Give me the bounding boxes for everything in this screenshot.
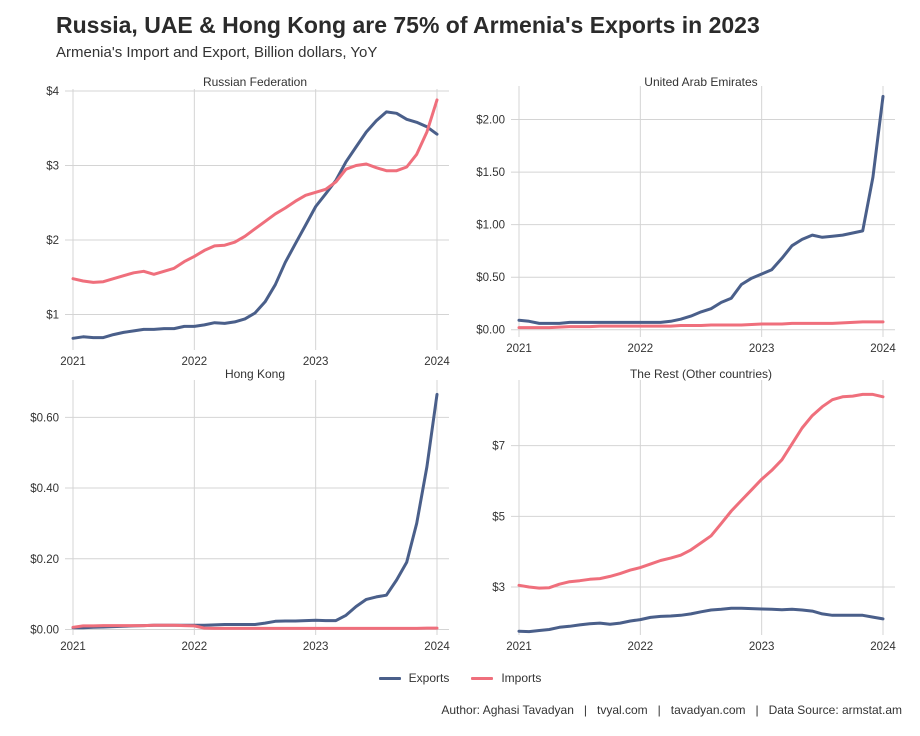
x-tick-label: 2023 (749, 343, 775, 355)
legend: Exports Imports (0, 671, 920, 685)
x-tick-label: 2021 (60, 641, 86, 653)
y-tick-label: $0.00 (30, 624, 59, 636)
series-line-imports (71, 98, 439, 284)
x-tick-label: 2024 (424, 356, 450, 368)
y-tick-label: $0.00 (476, 325, 505, 337)
panel-united-arab-emirates: United Arab Emirates 2021 2022 2023 2024 $0.0… (476, 75, 896, 355)
x-tick-label: 2021 (60, 356, 86, 368)
legend-swatch-imports (471, 676, 494, 680)
panel-title: Russian Federation (203, 75, 307, 89)
x-tick-label: 2024 (870, 641, 896, 653)
legend-item-exports: Exports (378, 671, 450, 685)
panel-title: Hong Kong (225, 367, 285, 381)
y-tick-label: $2 (46, 235, 59, 247)
x-tick-label: 2022 (628, 641, 654, 653)
x-tick-label: 2024 (870, 343, 896, 355)
y-tick-label: $0.20 (30, 554, 59, 566)
x-tick-label: 2023 (303, 641, 329, 653)
y-tick-label: $0.40 (30, 483, 59, 495)
x-tick-label: 2021 (506, 343, 532, 355)
legend-item-imports: Imports (471, 671, 541, 685)
y-tick-label: $7 (492, 441, 505, 453)
series-line-exports (517, 94, 885, 325)
chart-title: Russia, UAE & Hong Kong are 75% of Armen… (56, 12, 760, 38)
series-line-imports (71, 623, 439, 630)
y-tick-label: $1.00 (476, 220, 505, 232)
panel-title: The Rest (Other countries) (630, 367, 772, 381)
y-tick-label: $3 (492, 582, 505, 594)
x-tick-label: 2021 (506, 641, 532, 653)
y-tick-label: $0.60 (30, 412, 59, 424)
legend-label-exports: Exports (408, 671, 450, 685)
series-line-imports (517, 392, 885, 590)
series-line-exports (517, 606, 885, 634)
x-tick-label: 2022 (182, 356, 208, 368)
y-tick-label: $1.50 (476, 167, 505, 179)
x-tick-label: 2022 (628, 343, 654, 355)
y-tick-label: $3 (46, 160, 59, 172)
chart-subtitle: Armenia's Import and Export, Billion dol… (56, 44, 378, 61)
panel-the-rest-other-countries: The Rest (Other countries) 2021 2022 2023 20… (492, 367, 896, 653)
y-tick-label: $4 (46, 86, 59, 98)
x-tick-label: 2024 (424, 641, 450, 653)
panel-hong-kong: Hong Kong 2021 2022 2023 2024 $0.00 $0.20 $0.40… (30, 367, 450, 653)
x-tick-label: 2023 (303, 356, 329, 368)
source-caption: Author: Aghasi Tavadyan | tvyal.com | ta… (441, 703, 902, 717)
series-line-exports (71, 110, 439, 340)
legend-swatch-exports (378, 676, 401, 680)
panel-russian-federation: Russian Federation 2021 2022 2023 2024 $1 $2 $3… (46, 75, 450, 368)
panel-title: United Arab Emirates (644, 75, 757, 89)
y-tick-label: $2.00 (476, 115, 505, 127)
series-line-exports (71, 392, 439, 630)
y-tick-label: $1 (46, 309, 59, 321)
y-tick-label: $0.50 (476, 272, 505, 284)
x-tick-label: 2023 (749, 641, 775, 653)
y-tick-label: $5 (492, 511, 505, 523)
series-line-imports (517, 320, 885, 330)
legend-label-imports: Imports (501, 671, 542, 685)
x-tick-label: 2022 (182, 641, 208, 653)
